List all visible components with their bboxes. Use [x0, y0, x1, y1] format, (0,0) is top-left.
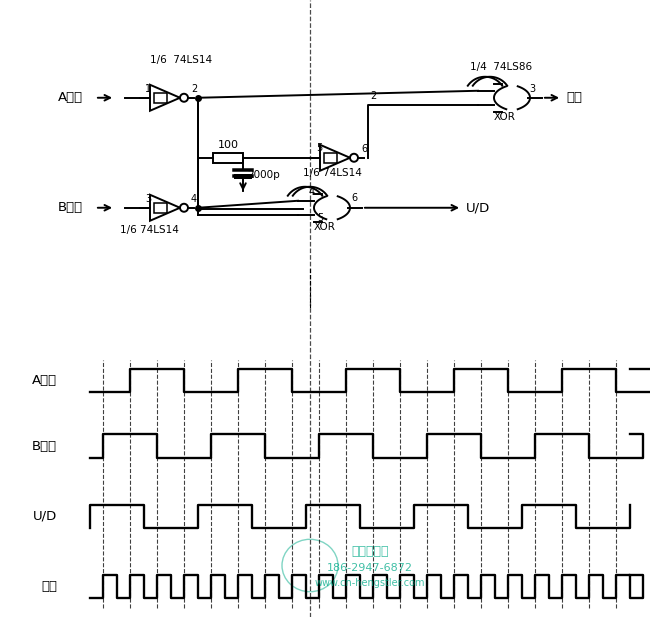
Text: 1/4  74LS86: 1/4 74LS86	[470, 62, 532, 72]
Text: 4: 4	[191, 194, 197, 204]
Text: A通道: A通道	[58, 91, 83, 104]
Text: 3: 3	[529, 84, 535, 94]
Text: 1/6 74LS14: 1/6 74LS14	[303, 168, 362, 178]
Text: 1/6 74LS14: 1/6 74LS14	[120, 225, 179, 234]
Bar	[234, 174, 252, 179]
Text: www.cn-hengstler.com: www.cn-hengstler.com	[315, 578, 425, 588]
Bar	[213, 153, 243, 163]
Text: B通道: B通道	[58, 201, 83, 214]
Text: 2000p: 2000p	[247, 170, 280, 180]
Bar	[324, 153, 337, 163]
Text: 6: 6	[351, 193, 357, 203]
Text: 5: 5	[316, 143, 322, 153]
Bar	[154, 203, 167, 213]
Text: 2: 2	[370, 91, 376, 101]
Text: 时钟: 时钟	[41, 580, 57, 593]
Text: XOR: XOR	[494, 112, 516, 122]
Text: 时钟: 时钟	[566, 91, 582, 104]
Text: 5: 5	[317, 213, 323, 223]
Text: 西安德伍拓: 西安德伍拓	[351, 545, 389, 558]
Bar	[154, 93, 167, 103]
Text: A通道: A通道	[32, 374, 57, 387]
Text: 3: 3	[145, 194, 151, 204]
Text: 100: 100	[218, 140, 239, 150]
Text: XOR: XOR	[314, 222, 336, 232]
Text: B通道: B通道	[32, 440, 57, 453]
Text: U/D: U/D	[32, 510, 57, 523]
Text: 186-2947-6872: 186-2947-6872	[327, 563, 413, 573]
Text: 6: 6	[361, 144, 367, 154]
Text: 1/6  74LS14: 1/6 74LS14	[150, 55, 212, 65]
Text: 4: 4	[309, 187, 315, 197]
Text: 1: 1	[145, 84, 151, 94]
Text: 2: 2	[191, 84, 197, 94]
Text: U/D: U/D	[466, 201, 490, 214]
